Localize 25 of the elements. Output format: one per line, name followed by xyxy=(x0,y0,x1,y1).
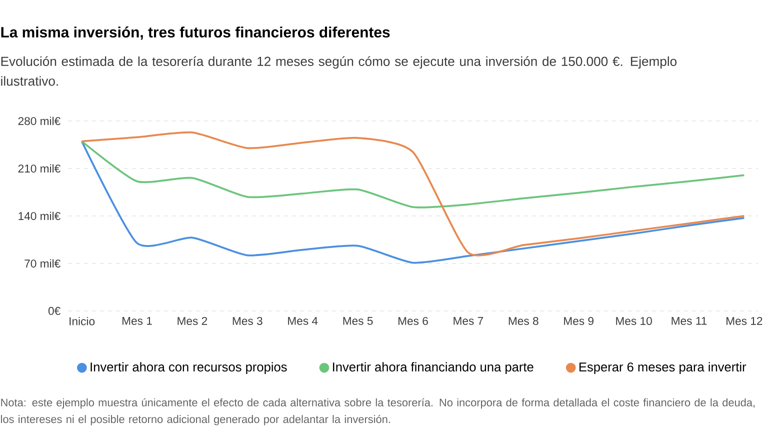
x-tick-label: Inicio xyxy=(70,316,95,326)
y-tick-label: 210 mil€ xyxy=(18,164,60,173)
x-tick-label: Mes 4 xyxy=(288,316,318,325)
x-tick-label: Mes 2 xyxy=(178,316,208,325)
x-tick-label: Mes 12 xyxy=(726,316,762,325)
x-tick-label: Mes 9 xyxy=(564,316,594,325)
x-tick-label: Mes 6 xyxy=(398,316,428,325)
x-tick-label: Mes 8 xyxy=(508,316,538,325)
y-tick-label: 70 mil€ xyxy=(24,259,60,268)
chart-subtitle: Evolución estimada de la tesorería durante 12 meses según cómo se ejecute una inversión de 150.000 €. Ejemplo ilustrativo. xyxy=(1,56,677,86)
x-tick-label: Mes 7 xyxy=(454,316,484,325)
x-tick-label: Mes 5 xyxy=(343,316,373,325)
x-tick-label: Mes 11 xyxy=(672,316,707,325)
text: Nota: este ejemplo muestra únicamente el efecto de cada alternativa sobre la tesorería. No incorpora de forma detallada el coste financiero de la deuda, los intereses ni el posible retorno adicional generado por adelantar la inversión. xyxy=(1,398,755,426)
legend-label: Esperar 6 meses para invertir xyxy=(579,362,746,374)
chart-title: La misma inversión, tres futuros financieros diferentes xyxy=(1,26,390,40)
x-tick-label: Mes 10 xyxy=(616,316,652,325)
y-tick-label: 140 mil€ xyxy=(18,212,60,220)
line-series xyxy=(80,140,746,208)
legend-label: Invertir ahora financiando una parte xyxy=(333,362,534,374)
y-tick-label: 0€ xyxy=(48,306,60,315)
x-tick-label: Mes 1 xyxy=(122,316,152,325)
legend-label: Invertir ahora con recursos propios xyxy=(90,362,287,374)
x-tick-label: Mes 3 xyxy=(232,316,262,325)
y-tick-label: 280 mil€ xyxy=(18,116,60,126)
